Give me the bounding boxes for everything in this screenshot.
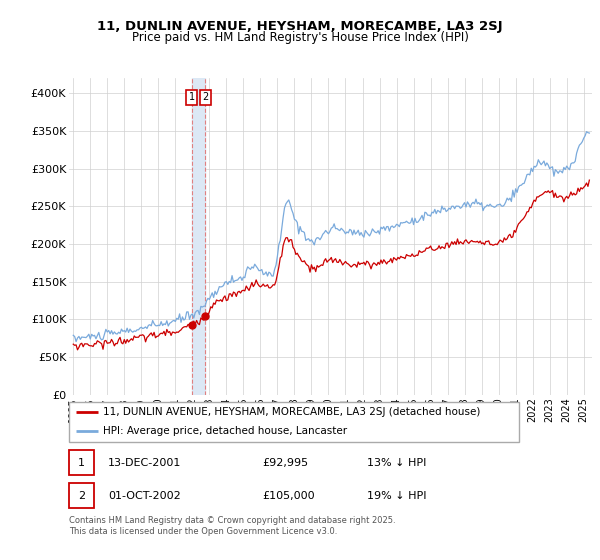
- Text: 01-OCT-2002: 01-OCT-2002: [108, 491, 181, 501]
- Text: £92,995: £92,995: [262, 458, 308, 468]
- Text: 19% ↓ HPI: 19% ↓ HPI: [367, 491, 426, 501]
- Text: 13% ↓ HPI: 13% ↓ HPI: [367, 458, 426, 468]
- Text: 2: 2: [202, 92, 208, 102]
- Text: 2: 2: [78, 491, 85, 501]
- FancyBboxPatch shape: [69, 402, 519, 442]
- Text: 1: 1: [78, 458, 85, 468]
- Text: Price paid vs. HM Land Registry's House Price Index (HPI): Price paid vs. HM Land Registry's House …: [131, 31, 469, 44]
- Text: 13-DEC-2001: 13-DEC-2001: [108, 458, 182, 468]
- Text: 11, DUNLIN AVENUE, HEYSHAM, MORECAMBE, LA3 2SJ (detached house): 11, DUNLIN AVENUE, HEYSHAM, MORECAMBE, L…: [103, 407, 480, 417]
- Text: £105,000: £105,000: [262, 491, 315, 501]
- Text: Contains HM Land Registry data © Crown copyright and database right 2025.
This d: Contains HM Land Registry data © Crown c…: [69, 516, 395, 536]
- Text: 1: 1: [188, 92, 195, 102]
- FancyBboxPatch shape: [69, 450, 94, 475]
- Bar: [191, 78, 205, 395]
- FancyBboxPatch shape: [69, 483, 94, 508]
- Text: HPI: Average price, detached house, Lancaster: HPI: Average price, detached house, Lanc…: [103, 426, 347, 436]
- Text: 11, DUNLIN AVENUE, HEYSHAM, MORECAMBE, LA3 2SJ: 11, DUNLIN AVENUE, HEYSHAM, MORECAMBE, L…: [97, 20, 503, 32]
